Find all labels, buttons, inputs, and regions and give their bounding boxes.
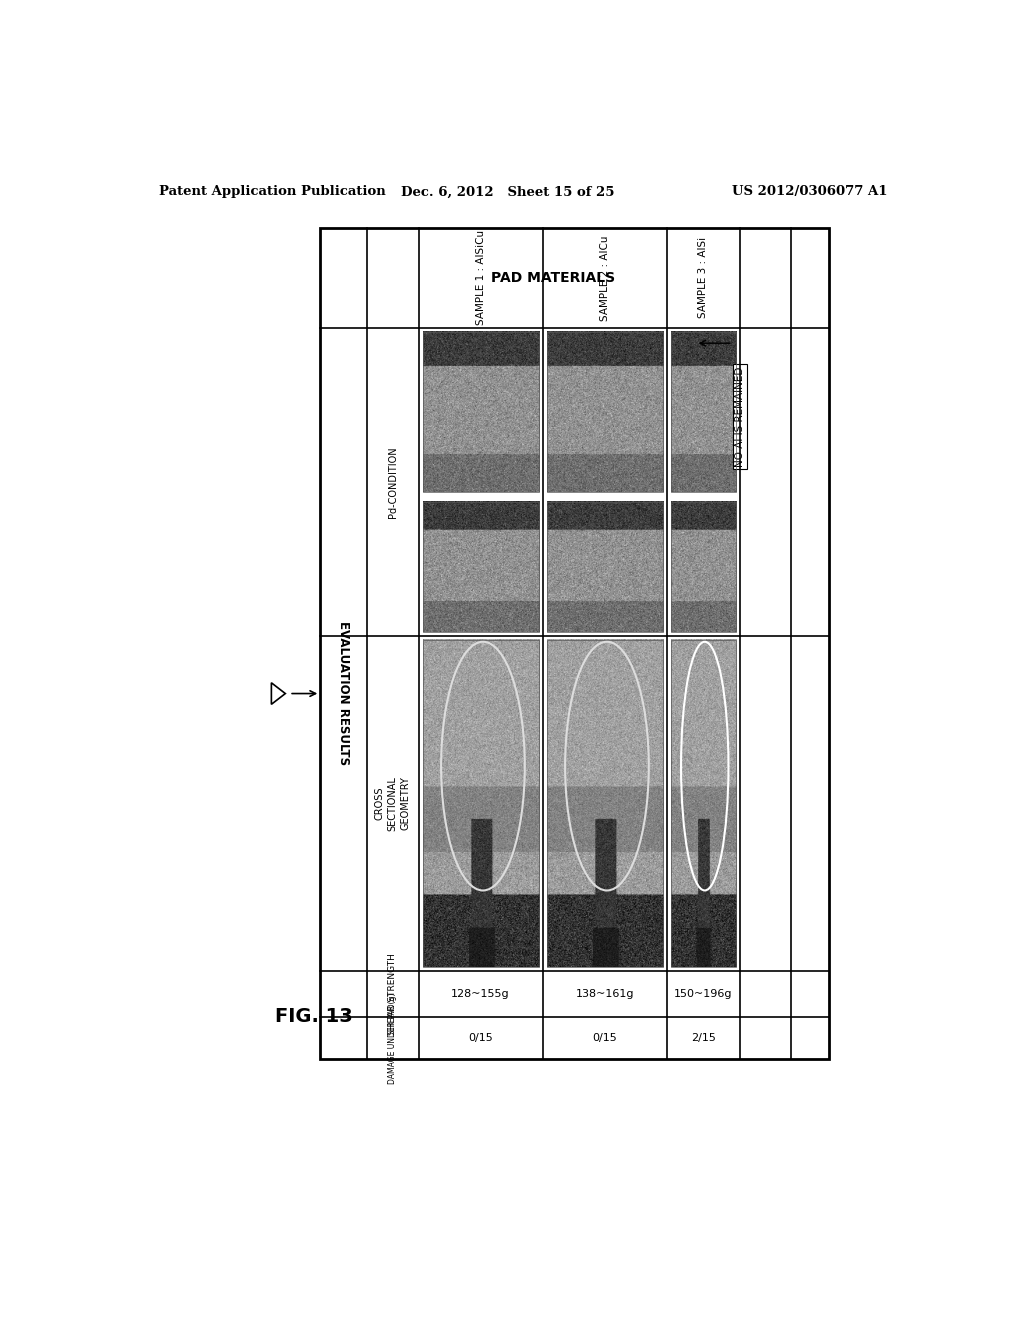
Bar bbox=[671, 640, 736, 966]
Text: SAMPLE 3 : AlSi: SAMPLE 3 : AlSi bbox=[698, 238, 709, 318]
Text: US 2012/0306077 A1: US 2012/0306077 A1 bbox=[732, 185, 888, 198]
Text: PAD MATERIALS: PAD MATERIALS bbox=[492, 271, 615, 285]
Text: FIG. 13: FIG. 13 bbox=[275, 1007, 353, 1027]
Text: EVALUATION RESULTS: EVALUATION RESULTS bbox=[337, 622, 350, 766]
Text: CROSS
SECTIONAL
GEOMETRY: CROSS SECTIONAL GEOMETRY bbox=[375, 776, 411, 830]
Text: 150~196g: 150~196g bbox=[674, 989, 733, 999]
Bar bbox=[423, 502, 539, 632]
Bar bbox=[423, 333, 539, 492]
Text: 128~155g: 128~155g bbox=[452, 989, 510, 999]
Bar bbox=[423, 640, 539, 966]
Bar bbox=[671, 502, 736, 632]
Bar bbox=[547, 502, 663, 632]
Text: Dec. 6, 2012   Sheet 15 of 25: Dec. 6, 2012 Sheet 15 of 25 bbox=[401, 185, 614, 198]
Text: Pd-CONDITION: Pd-CONDITION bbox=[388, 446, 397, 517]
Bar bbox=[671, 333, 736, 492]
Text: 138~161g: 138~161g bbox=[575, 989, 634, 999]
Bar bbox=[547, 640, 663, 966]
Text: SHEAR STRENGTH: SHEAR STRENGTH bbox=[388, 953, 397, 1035]
Text: 0/15: 0/15 bbox=[592, 1034, 617, 1043]
Text: 2/15: 2/15 bbox=[691, 1034, 716, 1043]
Bar bbox=[547, 333, 663, 492]
Text: SAMPLE 2 : AlCu: SAMPLE 2 : AlCu bbox=[600, 235, 609, 321]
Text: DAMAGE UNDER PAD(g): DAMAGE UNDER PAD(g) bbox=[388, 993, 397, 1084]
Text: Patent Application Publication: Patent Application Publication bbox=[159, 185, 386, 198]
Text: 0/15: 0/15 bbox=[468, 1034, 493, 1043]
Text: NO Al IS REMAINED: NO Al IS REMAINED bbox=[735, 366, 745, 466]
Text: SAMPLE 1 : AlSiCu: SAMPLE 1 : AlSiCu bbox=[475, 230, 485, 325]
Bar bbox=[321, 227, 829, 1059]
